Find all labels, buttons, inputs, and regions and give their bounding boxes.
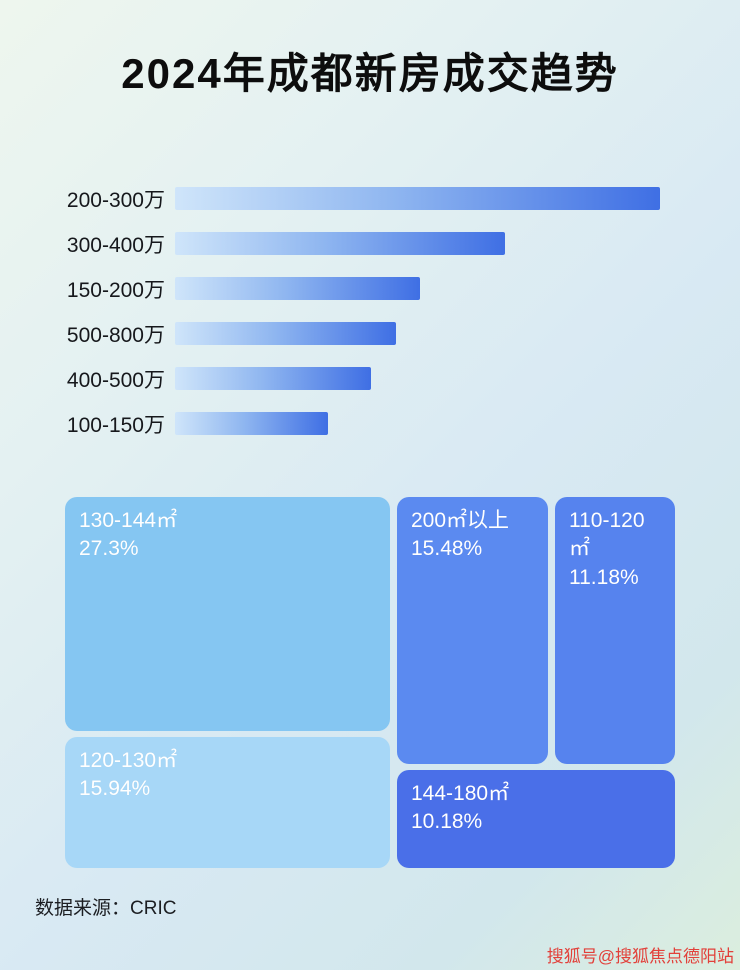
treemap-label: 130-144㎡ xyxy=(79,509,178,532)
bar xyxy=(175,277,420,300)
bar-track xyxy=(175,187,660,210)
treemap-block-120-130: 120-130㎡ 15.94% xyxy=(65,737,390,868)
treemap-block-144-180: 144-180㎡ 10.18% xyxy=(397,770,675,868)
bar-row: 400-500万 xyxy=(30,356,690,401)
bar xyxy=(175,367,372,390)
treemap-label: 110-120㎡ xyxy=(569,509,645,561)
bar-row: 500-800万 xyxy=(30,311,690,356)
treemap-label: 120-130㎡ xyxy=(79,749,178,772)
treemap-block-110-120: 110-120㎡ 11.18% xyxy=(555,497,675,764)
bar-track xyxy=(175,322,660,345)
bar xyxy=(175,187,660,210)
bar-row: 200-300万 xyxy=(30,176,690,221)
bar-category-label: 200-300万 xyxy=(66,188,165,212)
treemap-value: 15.94% xyxy=(79,777,151,801)
treemap-block-200-plus: 200㎡以上 15.48% xyxy=(397,497,548,764)
bar-category-label: 400-500万 xyxy=(66,368,165,392)
bar-category-label: 150-200万 xyxy=(66,278,165,302)
bar-track xyxy=(175,277,660,300)
data-source-note: 数据来源：CRIC xyxy=(35,898,177,919)
treemap-label: 144-180㎡ xyxy=(411,782,510,805)
watermark: 搜狐号@搜狐焦点德阳站 xyxy=(546,947,734,966)
treemap-block-130-144: 130-144㎡ 27.3% xyxy=(65,497,390,731)
treemap-label: 200㎡以上 xyxy=(411,509,510,532)
page-title: 2024年成都新房成交趋势 xyxy=(121,50,619,97)
bar xyxy=(175,232,505,255)
bar-track xyxy=(175,412,660,435)
bar-track xyxy=(175,232,660,255)
bar-category-label: 100-150万 xyxy=(66,413,165,437)
bar xyxy=(175,322,396,345)
treemap-value: 11.18% xyxy=(569,565,639,589)
bar-row: 300-400万 xyxy=(30,221,690,266)
treemap-value: 15.48% xyxy=(411,537,483,561)
bar xyxy=(175,412,328,435)
treemap: 130-144㎡ 27.3% 120-130㎡ 15.94% 200㎡以上 15… xyxy=(65,497,675,868)
bar-row: 100-150万 xyxy=(30,401,690,446)
bar-track xyxy=(175,367,660,390)
bar-category-label: 300-400万 xyxy=(66,233,165,257)
bar-category-label: 500-800万 xyxy=(66,323,165,347)
treemap-value: 27.3% xyxy=(79,537,139,561)
treemap-value: 10.18% xyxy=(411,810,483,834)
bar-row: 150-200万 xyxy=(30,266,690,311)
bar-chart: 200-300万 300-400万 150-200万 500-800万 400-… xyxy=(30,176,690,446)
